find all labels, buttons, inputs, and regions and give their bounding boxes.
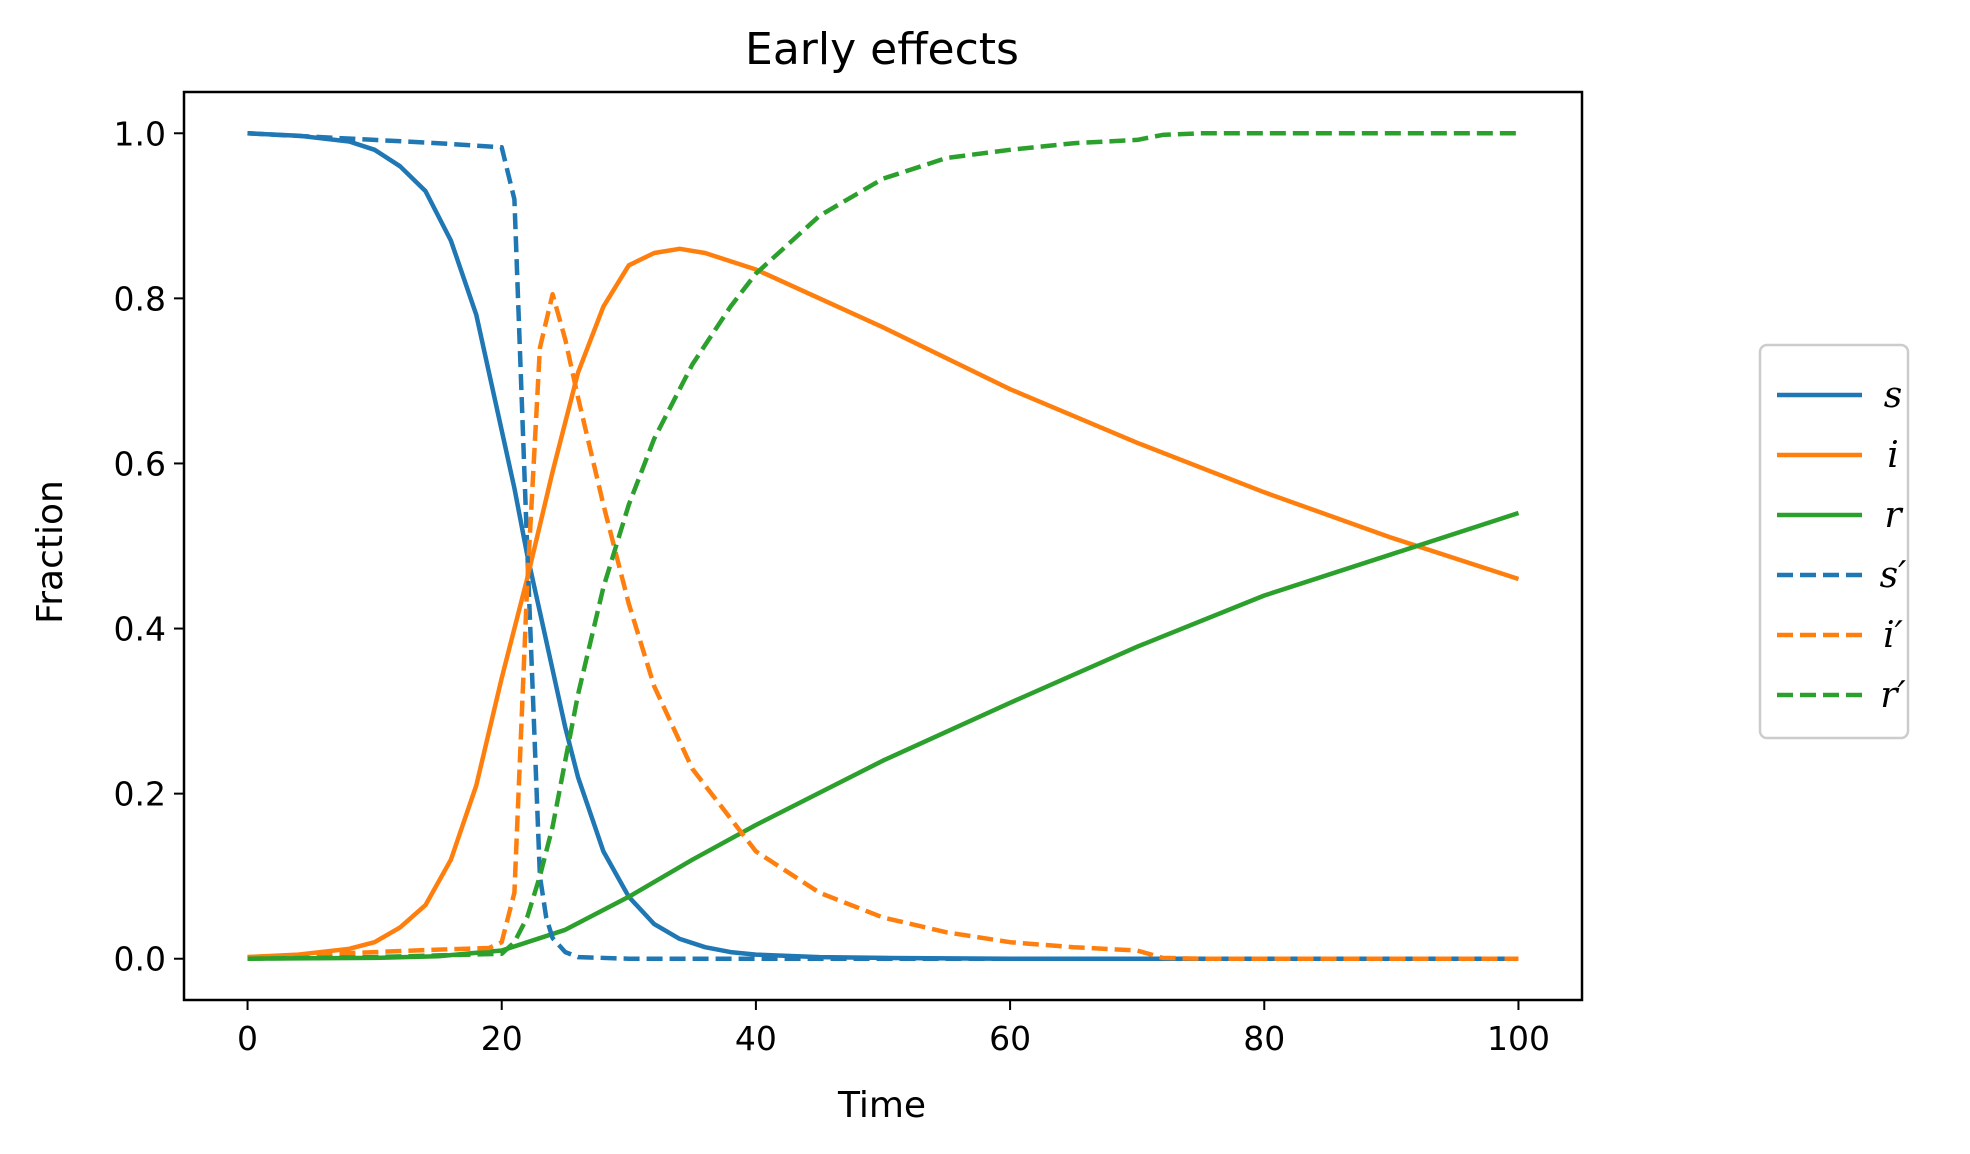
y-axis-label: Fraction xyxy=(30,480,71,624)
chart-title: Early effects xyxy=(745,24,1019,75)
legend-label-s-prime: s′ xyxy=(1880,555,1907,596)
y-tick-label: 0.6 xyxy=(114,444,166,483)
legend-label-i-prime: i′ xyxy=(1883,615,1903,656)
plot-frame xyxy=(182,90,1584,1002)
series-line-r-prime xyxy=(247,131,1519,961)
axis-ticks: 0 20 40 60 80 100 0.0 0.2 0.4 0.6 0.8 1.0 xyxy=(114,114,1550,1058)
y-tick-label: 0.2 xyxy=(114,775,166,814)
series-line-i-prime xyxy=(247,291,1519,961)
series-line-r xyxy=(247,510,1520,961)
legend-label-r-prime: r′ xyxy=(1880,675,1905,716)
x-tick-label: 20 xyxy=(481,1019,523,1058)
legend-label-s: s xyxy=(1884,375,1902,416)
y-tick-label: 1.0 xyxy=(114,114,166,153)
y-tick-label: 0.4 xyxy=(114,610,166,649)
legend-label-i: i xyxy=(1887,435,1899,476)
x-tick-label: 80 xyxy=(1243,1019,1285,1058)
x-tick-label: 40 xyxy=(735,1019,777,1058)
series-line-s-prime xyxy=(247,131,1519,961)
x-tick-label: 0 xyxy=(237,1019,258,1058)
y-tick-label: 0.0 xyxy=(114,940,166,979)
legend-box xyxy=(1758,343,1910,740)
legend: sir s′ i′ r′ xyxy=(1758,343,1910,740)
series-line-i xyxy=(247,246,1520,960)
series-line-s xyxy=(247,131,1519,961)
y-tick-label: 0.8 xyxy=(114,279,166,318)
x-axis-label: Time xyxy=(837,1085,926,1126)
x-tick-label: 60 xyxy=(989,1019,1031,1058)
series-layer xyxy=(247,131,1520,961)
x-tick-label: 100 xyxy=(1487,1019,1550,1058)
legend-label-r: r xyxy=(1884,495,1903,536)
